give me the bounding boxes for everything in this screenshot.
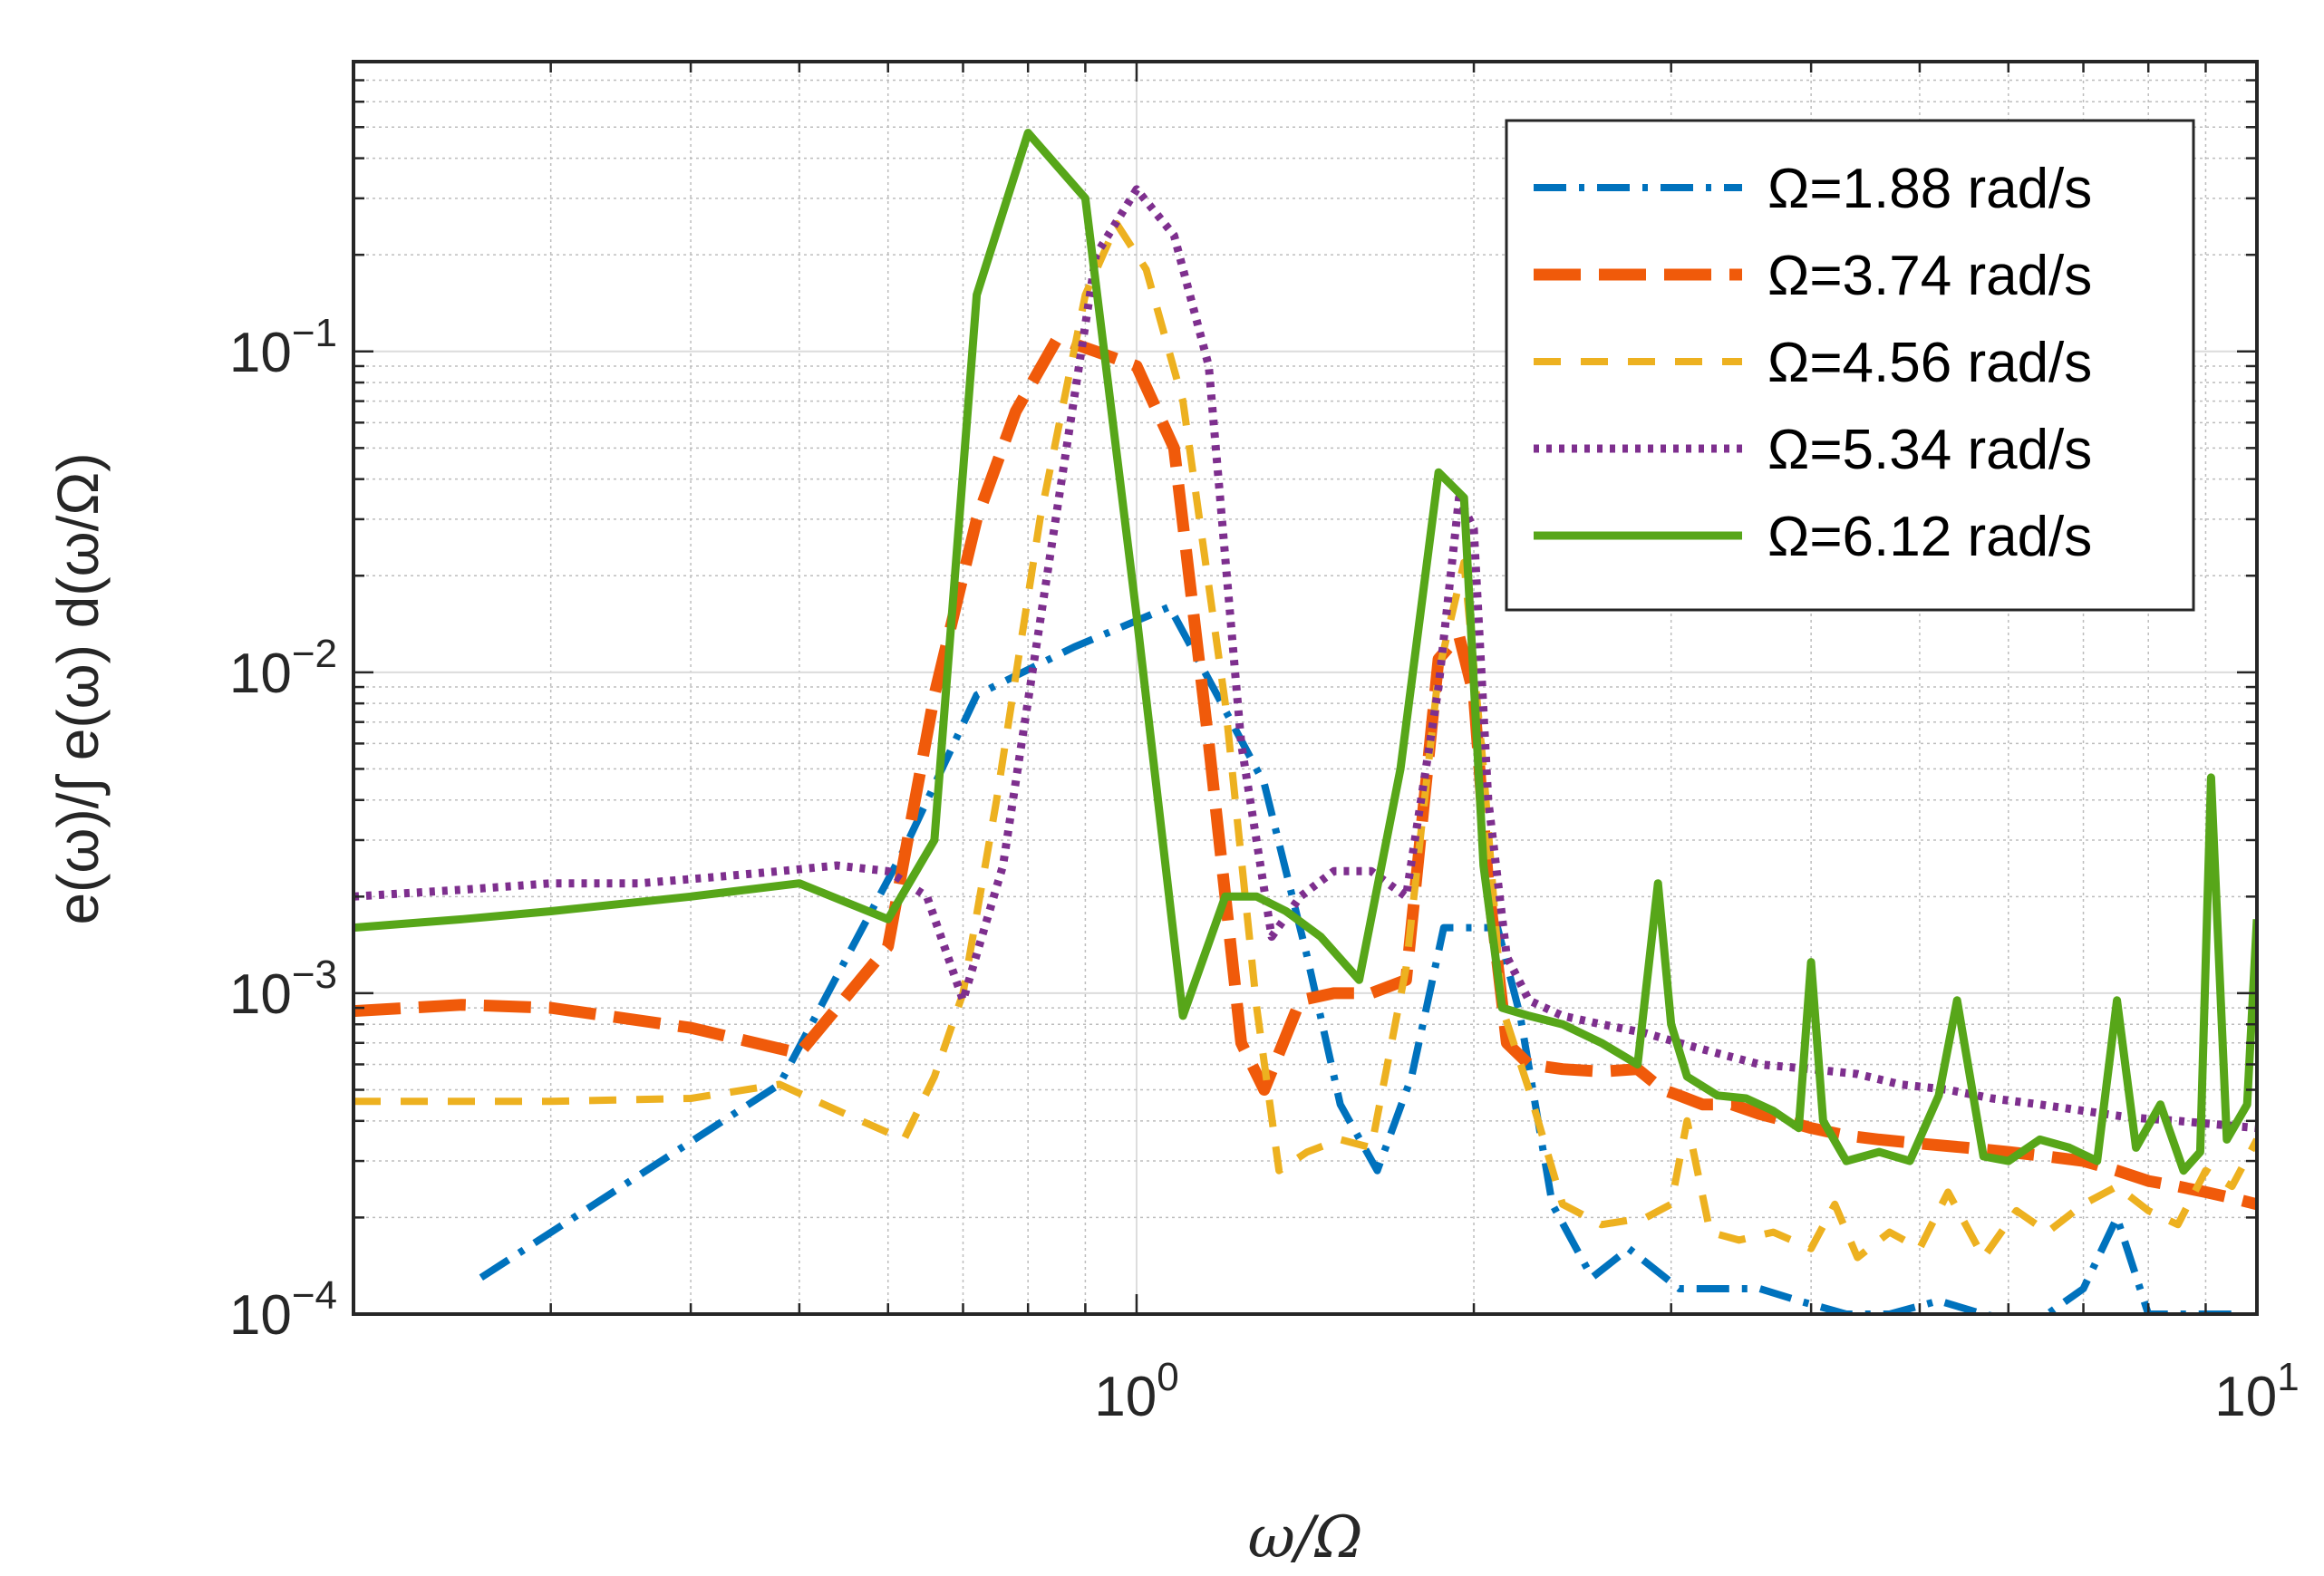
y-tick-label: 10−2	[229, 632, 337, 705]
series-line-4	[353, 185, 2257, 1133]
y-tick-label: 10−4	[229, 1273, 337, 1347]
series-lines	[353, 129, 2257, 1314]
x-tick-label: 101	[2214, 1355, 2299, 1428]
legend-label-5: Ω=6.12 rad/s	[1767, 506, 2092, 568]
legend-label-2: Ω=3.74 rad/s	[1767, 245, 2092, 307]
series-line-5	[353, 129, 2257, 1175]
legend-label-1: Ω=1.88 rad/s	[1767, 158, 2092, 220]
x-tick-label: 100	[1094, 1355, 1178, 1428]
legend: Ω=1.88 rad/s Ω=3.74 rad/s Ω=4.56 rad/s Ω=5.…	[1505, 119, 2195, 612]
tick-labels: 100 101 10−4 10−3 10−2 10−1	[229, 311, 2300, 1428]
y-tick-label: 10−3	[229, 952, 337, 1026]
y-tick-label: 10−1	[229, 311, 337, 384]
x-axis-label: ω/Ω	[1248, 1504, 1363, 1571]
series-line-2	[353, 332, 2257, 1211]
legend-label-4: Ω=5.34 rad/s	[1767, 419, 2092, 481]
y-axis-label: e(ω)/∫ e(ω) d(ω/Ω)	[45, 452, 111, 924]
series-line-1	[479, 603, 2232, 1314]
legend-box	[1505, 119, 2195, 612]
legend-label-3: Ω=4.56 rad/s	[1767, 332, 2092, 394]
axis-ticks	[352, 60, 2259, 1316]
series-line-3	[353, 219, 2257, 1262]
